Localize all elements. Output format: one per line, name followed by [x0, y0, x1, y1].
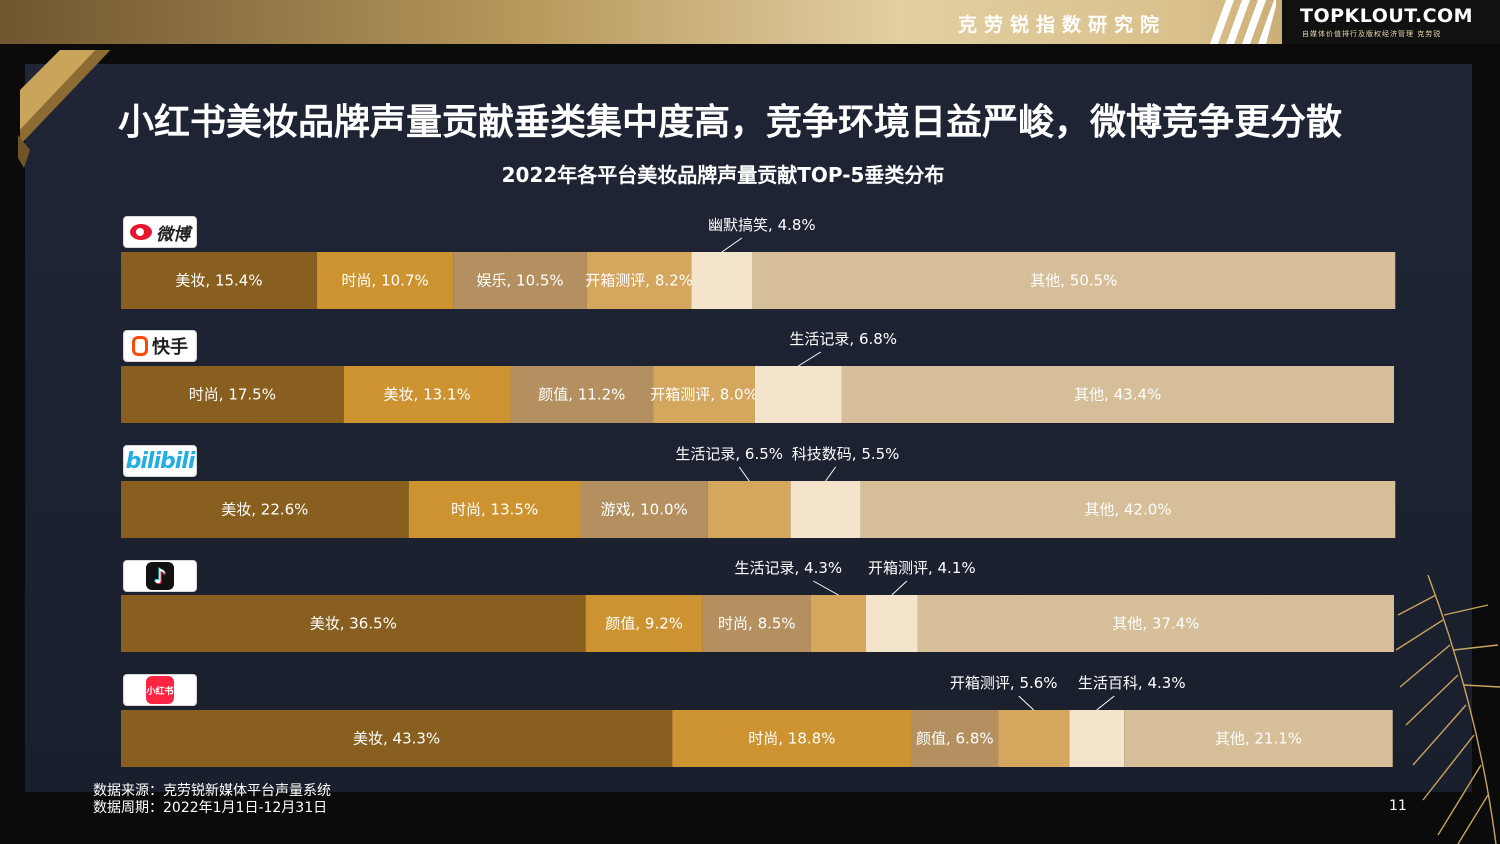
callout-leader-1-4 [797, 351, 822, 367]
bar-segment-2-5 [860, 481, 1396, 538]
kuaishou-mark-icon [132, 336, 148, 356]
callout-label-1-4: 生活记录, 6.8% [789, 330, 897, 348]
bar-segment-4-4 [1069, 710, 1125, 767]
bar-label-3-5: 其他, 37.4% [1112, 615, 1199, 633]
bar-segment-1-0 [121, 366, 344, 423]
bar-label-2-1: 时尚, 13.5% [451, 501, 538, 519]
institute-name: 克劳锐指数研究院 [958, 14, 1167, 36]
stripes-decoration [1210, 0, 1276, 44]
callout-leader-3-4 [891, 580, 908, 596]
bar-label-4-2: 颜值, 6.8% [916, 730, 994, 748]
bar-segment-0-4 [691, 252, 753, 309]
callout-label-2-4: 科技数码, 5.5% [792, 445, 900, 463]
bar-label-1-1: 美妆, 13.1% [384, 386, 471, 404]
callout-label-3-3: 生活记录, 4.3% [735, 559, 843, 577]
topklout-logo: TOPKLOUT.COM [1300, 5, 1474, 27]
bar-segment-4-1 [672, 710, 912, 767]
bar-segment-2-2 [580, 481, 708, 538]
xiaohongshu-logo: 小红书 [123, 674, 197, 706]
brand-box: TOPKLOUT.COM 自媒体价值排行及版权经济管理 克劳锐 [1282, 0, 1500, 44]
weibo-logo-text: 微博 [156, 224, 190, 245]
bar-segment-3-5 [917, 595, 1394, 652]
bilibili-logo-text: bilibili [125, 448, 196, 474]
bar-segment-3-1 [585, 595, 703, 652]
bar-label-0-3: 开箱测评, 8.2% [585, 272, 693, 290]
bar-segment-3-4 [865, 595, 918, 652]
bar-label-1-0: 时尚, 17.5% [189, 386, 276, 404]
bar-segment-3-3 [810, 595, 866, 652]
data-period-note: 数据周期：2022年1月1日-12月31日 [93, 800, 328, 816]
callout-leader-4-3 [1018, 695, 1035, 711]
callout-label-0-4: 幽默搞笑, 4.8% [708, 216, 816, 234]
bar-segment-3-0 [121, 595, 586, 652]
brand-tagline-cn: 克劳锐 [1417, 30, 1442, 38]
bar-segment-0-5 [752, 252, 1396, 309]
callout-label-4-3: 开箱测评, 5.6% [950, 674, 1058, 692]
bar-label-0-0: 美妆, 15.4% [175, 272, 262, 290]
callout-leader-2-3 [738, 466, 750, 482]
bar-label-4-1: 时尚, 18.8% [748, 730, 835, 748]
gold-ribbon-decoration [18, 50, 111, 168]
bar-label-1-2: 颜值, 11.2% [538, 386, 625, 404]
bar-label-1-5: 其他, 43.4% [1074, 386, 1161, 404]
bar-segment-3-2 [702, 595, 811, 652]
bar-segment-0-0 [121, 252, 318, 309]
weibo-eye-icon [130, 224, 152, 240]
bar-label-1-3: 开箱测评, 8.0% [650, 386, 758, 404]
bar-label-3-0: 美妆, 36.5% [310, 615, 397, 633]
callout-leader-4-4 [1096, 695, 1115, 711]
bar-segment-2-0 [121, 481, 409, 538]
bar-label-2-2: 游戏, 10.0% [601, 501, 688, 519]
bar-segment-0-3 [586, 252, 692, 309]
bar-segment-1-5 [841, 366, 1394, 423]
brand-tagline-text: 自媒体价值排行及版权经济管理 [1302, 30, 1414, 38]
bar-segment-2-4 [790, 481, 861, 538]
callout-leader-3-3 [813, 580, 839, 596]
bar-label-3-2: 时尚, 8.5% [718, 615, 796, 633]
bar-label-4-5: 其他, 21.1% [1215, 730, 1302, 748]
callout-label-4-4: 生活百科, 4.3% [1078, 674, 1186, 692]
callout-leader-2-4 [825, 466, 837, 482]
chart-title: 2022年各平台美妆品牌声量贡献TOP-5垂类分布 [501, 163, 945, 187]
bar-label-3-1: 颜值, 9.2% [605, 615, 683, 633]
weibo-logo: 微博 [123, 216, 197, 248]
bar-segment-2-1 [408, 481, 581, 538]
bar-label-2-0: 美妆, 22.6% [221, 501, 308, 519]
bar-label-0-5: 其他, 50.5% [1030, 272, 1117, 290]
callout-label-3-4: 开箱测评, 4.1% [868, 559, 976, 577]
top-banner: 克劳锐指数研究院 TOPKLOUT.COM 自媒体价值排行及版权经济管理 克劳锐 [0, 0, 1500, 44]
xiaohongshu-logo-text: 小红书 [146, 676, 174, 704]
bar-segment-2-3 [707, 481, 791, 538]
bar-segment-0-2 [453, 252, 587, 309]
bar-segment-1-4 [754, 366, 842, 423]
bar-label-2-5: 其他, 42.0% [1084, 501, 1171, 519]
bar-segment-4-0 [121, 710, 673, 767]
bar-label-4-0: 美妆, 43.3% [353, 730, 440, 748]
douyin-note-icon: ♪ [146, 562, 174, 590]
callout-leader-0-4 [721, 237, 743, 253]
kuaishou-logo-text: 快手 [152, 337, 188, 358]
bar-segment-4-2 [911, 710, 999, 767]
bar-segment-0-1 [317, 252, 454, 309]
page-number: 11 [1389, 798, 1407, 814]
bar-segment-1-3 [653, 366, 755, 423]
brand-tagline: 自媒体价值排行及版权经济管理 克劳锐 [1302, 29, 1441, 39]
bar-label-0-2: 娱乐, 10.5% [476, 272, 563, 290]
kuaishou-logo: 快手 [123, 330, 197, 362]
palm-leaf-decoration [1395, 575, 1500, 844]
douyin-logo: ♪ [123, 560, 197, 592]
callout-label-2-3: 生活记录, 6.5% [675, 445, 783, 463]
bar-segment-1-1 [343, 366, 511, 423]
page-headline: 小红书美妆品牌声量贡献垂类集中度高，竞争环境日益严峻，微博竞争更分散 [117, 102, 1342, 143]
bilibili-logo: bilibili [123, 445, 197, 477]
data-source-note: 数据来源：克劳锐新媒体平台声量系统 [93, 783, 331, 799]
content-panel [25, 64, 1472, 792]
bar-segment-4-3 [998, 710, 1070, 767]
bar-segment-1-2 [510, 366, 654, 423]
bar-segment-4-5 [1124, 710, 1393, 767]
bar-label-0-1: 时尚, 10.7% [342, 272, 429, 290]
